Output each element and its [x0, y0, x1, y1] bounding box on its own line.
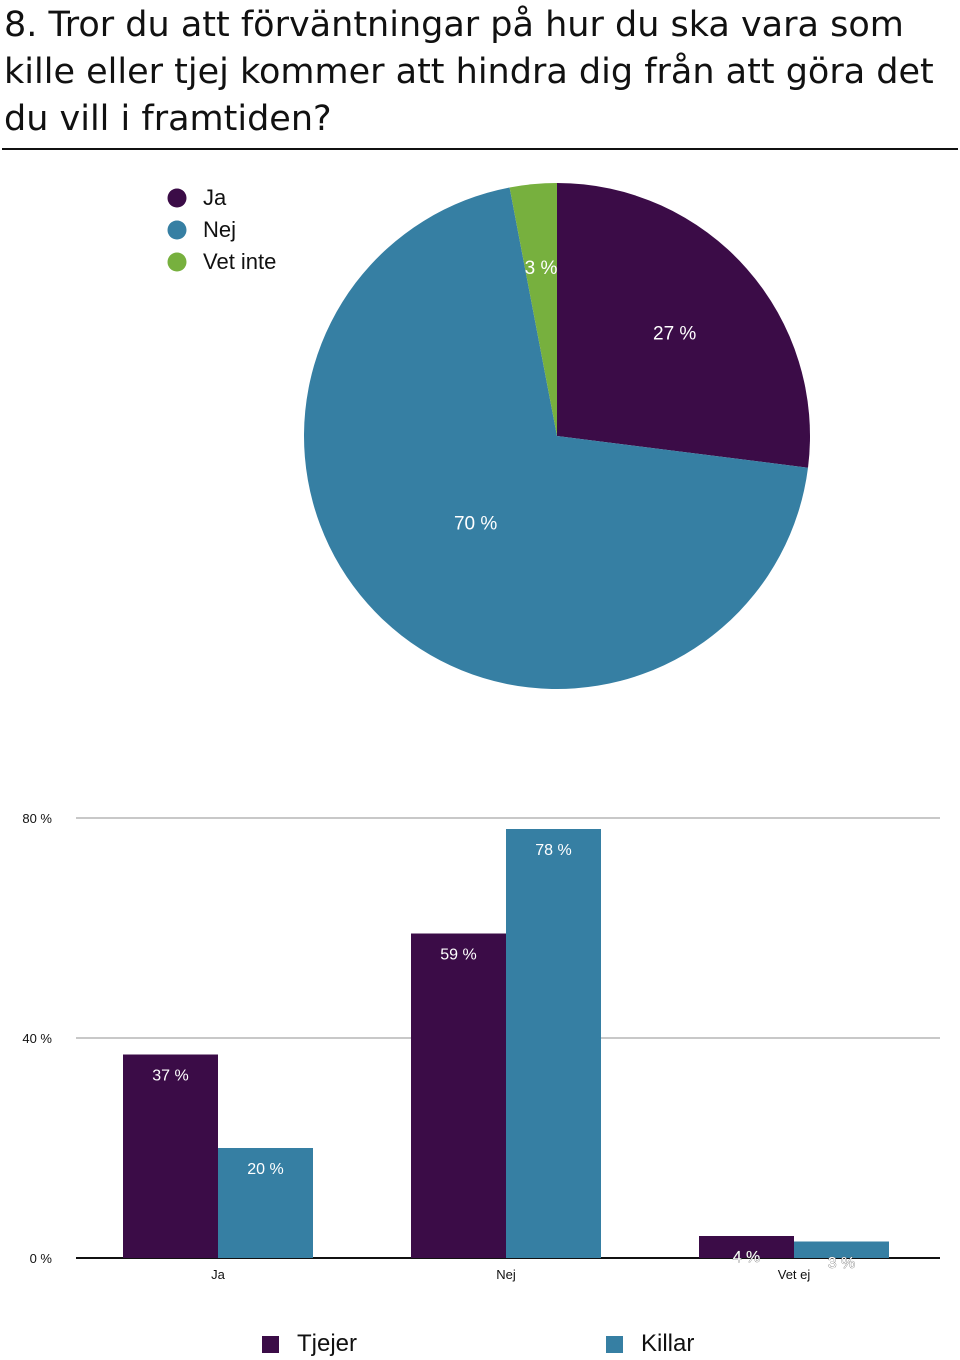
pie-legend-label-ja: Ja	[203, 185, 227, 210]
legend-label-killar: Killar	[641, 1330, 695, 1357]
pie-legend-marker-nej	[167, 220, 187, 240]
bar-tjejer-vet-ej	[699, 1236, 794, 1258]
pie-label-vet-inte: 3 %	[525, 258, 558, 279]
bar-tjejer-ja	[123, 1054, 218, 1258]
pie-legend-label-nej: Nej	[203, 217, 236, 242]
bar-killar-vet-ej	[794, 1241, 889, 1258]
pie-legend-marker-vet-inte	[167, 252, 187, 272]
legend-swatch-tjejer	[262, 1335, 279, 1353]
bar-killar-nej	[506, 829, 601, 1258]
legend-swatch-killar	[606, 1335, 623, 1353]
title-rule	[2, 148, 958, 150]
x-tick-label: Ja	[211, 1267, 226, 1282]
bar-value-label: 20 %	[247, 1161, 283, 1178]
bar-value-label: 4 %	[733, 1249, 761, 1266]
bar-chart: 0 % 40 % 80 % 37 % 20 % Ja 59 % 78 % Nej 4 % 3 % Ve…	[22, 811, 940, 1282]
legend-label-tjejer: Tjejer	[297, 1330, 358, 1357]
pie-legend-marker-ja	[167, 188, 187, 208]
y-tick-label: 0 %	[30, 1251, 53, 1266]
bar-killar-ja	[218, 1148, 313, 1258]
bar-value-label: 37 %	[152, 1068, 188, 1085]
pie-label-nej: 70 %	[454, 514, 497, 535]
bar-value-label: 78 %	[535, 842, 571, 859]
question-title: 8. Tror du att förväntningar på hur du s…	[4, 5, 934, 139]
bar-tjejer-nej	[411, 933, 506, 1258]
pie-label-ja: 27 %	[653, 323, 696, 344]
pie-chart: 27 % 70 % 3 % Ja Nej Vet inte	[167, 183, 811, 689]
x-tick-label: Nej	[496, 1267, 516, 1282]
bar-value-label: 3 %	[828, 1255, 856, 1272]
bar-legend-item-killar: Killar	[606, 1330, 694, 1358]
pie-slice-vet-inte	[509, 183, 557, 436]
x-tick-label: Vet ej	[778, 1267, 811, 1282]
y-tick-label: 80 %	[22, 811, 52, 826]
pie-legend-label-vet-inte: Vet inte	[203, 249, 276, 274]
pie-slice-ja	[557, 183, 811, 468]
bar-legend-item-tjejer: Tjejer	[262, 1330, 357, 1358]
pie-slice-nej	[304, 187, 809, 689]
bar-value-label: 59 %	[440, 947, 476, 964]
y-tick-label: 40 %	[22, 1031, 52, 1046]
